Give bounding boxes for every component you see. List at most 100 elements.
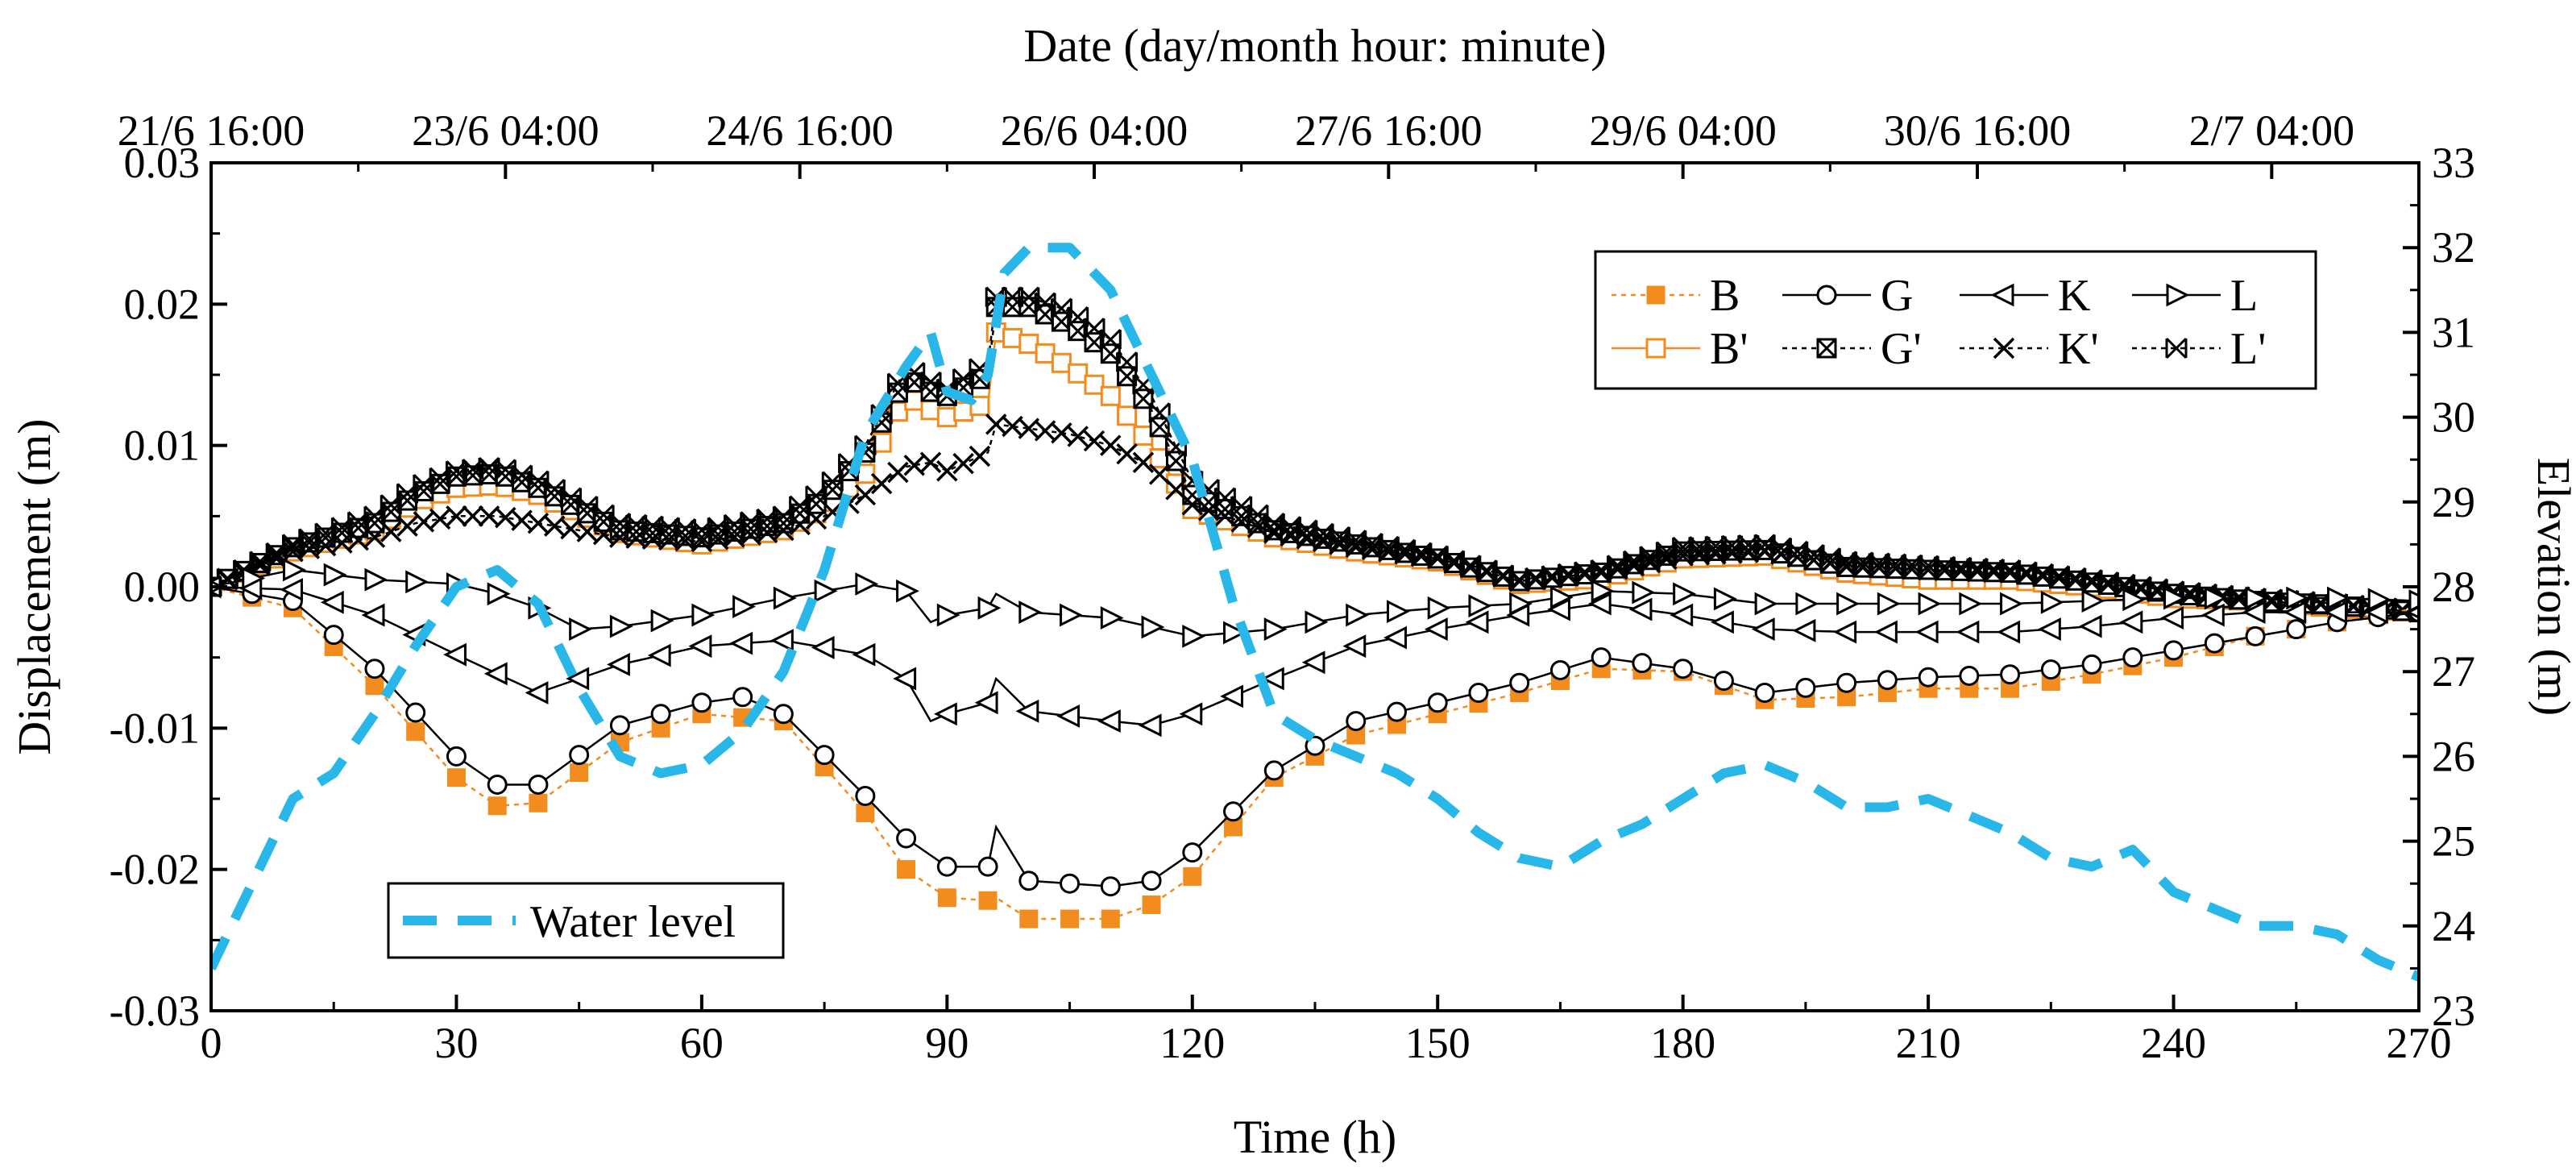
marker-k-prime bbox=[1116, 443, 1138, 465]
marker-k-prime bbox=[887, 461, 909, 484]
marker-l-prime bbox=[2146, 578, 2168, 600]
legend-entry-b: B bbox=[1612, 271, 1740, 321]
marker-g bbox=[1549, 659, 1570, 680]
marker-l-prime bbox=[2080, 569, 2103, 591]
marker-g bbox=[1754, 683, 1775, 703]
marker-g bbox=[609, 715, 630, 736]
marker-b bbox=[406, 722, 425, 742]
y2-tick-label: 29 bbox=[2432, 478, 2475, 526]
marker-b bbox=[487, 796, 507, 816]
marker-l-prime bbox=[1574, 561, 1596, 583]
marker-l-prime bbox=[2179, 581, 2201, 604]
marker-l bbox=[1754, 592, 1778, 616]
marker-g-prime bbox=[1149, 417, 1170, 438]
marker-l-prime bbox=[1230, 495, 1253, 517]
marker-b-prime bbox=[904, 390, 925, 411]
marker-k bbox=[1628, 597, 1653, 621]
legend-label-g: G bbox=[1881, 271, 1913, 321]
marker-l bbox=[1836, 592, 1860, 616]
marker-l-prime bbox=[1753, 534, 1776, 555]
marker-g bbox=[1591, 647, 1612, 668]
marker-l-prime bbox=[592, 504, 615, 526]
marker-l bbox=[1632, 580, 1656, 605]
marker-l bbox=[405, 570, 429, 594]
marker-l-prime bbox=[1443, 550, 1466, 571]
marker-b-prime bbox=[1068, 363, 1089, 384]
marker-l-prime bbox=[838, 453, 861, 475]
marker-l bbox=[936, 603, 960, 627]
marker-g bbox=[323, 625, 344, 646]
marker-g bbox=[1263, 760, 1284, 781]
marker-l bbox=[1060, 603, 1083, 627]
legend-label-l: L bbox=[2230, 271, 2258, 321]
marker-k bbox=[1670, 603, 1694, 627]
marker-g bbox=[1713, 671, 1734, 692]
marker-g bbox=[1632, 653, 1653, 674]
marker-l-prime bbox=[886, 372, 909, 394]
y2-tick-label: 33 bbox=[2432, 139, 2475, 187]
marker-l-prime bbox=[1819, 547, 1841, 569]
marker-b-prime bbox=[1002, 327, 1023, 348]
marker-l bbox=[1386, 600, 1410, 624]
axes-layer: 0 30 60 90 120 150 180 210 240 270 -0.03 -0.02 -0.01… bbox=[8, 19, 2576, 1163]
marker-l-prime bbox=[1933, 555, 1956, 577]
marker-k bbox=[2283, 600, 2307, 624]
marker-l bbox=[650, 609, 674, 633]
marker-k bbox=[2160, 606, 2184, 630]
marker-l-prime bbox=[1213, 487, 1236, 509]
marker-l bbox=[1018, 600, 1043, 624]
legend-entry-l-prime: L' bbox=[2132, 324, 2266, 374]
marker-l-prime bbox=[1410, 542, 1433, 563]
legend-layer: B G K L B' G' K' L' Water level bbox=[387, 250, 2317, 959]
x-tick-label: 60 bbox=[680, 1019, 724, 1067]
marker-l-prime bbox=[740, 511, 762, 533]
marker-l-prime bbox=[1558, 563, 1580, 584]
marker-l-prime bbox=[1541, 565, 1563, 587]
marker-l-prime bbox=[1590, 559, 1612, 581]
marker-l-prime bbox=[1018, 286, 1040, 308]
marker-k-prime bbox=[969, 445, 991, 467]
marker-l bbox=[1263, 617, 1288, 642]
marker-l bbox=[1918, 592, 1942, 616]
marker-l-prime bbox=[2293, 591, 2316, 613]
marker-g bbox=[1386, 701, 1407, 722]
marker-l-prime bbox=[1263, 513, 1285, 534]
y2-axis-title: Elevation (m) bbox=[2528, 458, 2576, 717]
y-axis-title: Displacement (m) bbox=[8, 418, 60, 754]
marker-l bbox=[2204, 586, 2228, 610]
x-axis-title: Time (h) bbox=[1234, 1111, 1397, 1163]
marker-g bbox=[528, 774, 549, 795]
marker-l-prime bbox=[1247, 504, 1269, 526]
marker-l-prime bbox=[2113, 573, 2136, 595]
marker-g bbox=[446, 746, 467, 767]
marker-g bbox=[1223, 801, 1244, 822]
marker-l-prime bbox=[494, 459, 516, 480]
marker-l bbox=[814, 579, 838, 603]
marker-k bbox=[1056, 704, 1081, 728]
marker-g bbox=[1468, 683, 1489, 703]
marker-l-prime bbox=[1394, 538, 1417, 560]
x-tick-label: 30 bbox=[434, 1019, 478, 1067]
marker-l bbox=[2367, 588, 2391, 612]
marker-l bbox=[1346, 603, 1370, 627]
marker-b-prime bbox=[1035, 343, 1056, 364]
marker-l-prime bbox=[1083, 318, 1105, 339]
marker-b-prime bbox=[936, 407, 957, 428]
marker-l-prime bbox=[2391, 598, 2414, 621]
series-k bbox=[211, 575, 2419, 738]
marker-l-prime bbox=[805, 485, 828, 507]
marker-l-prime bbox=[1966, 557, 1989, 579]
marker-k-prime bbox=[1100, 434, 1122, 456]
marker-k bbox=[1342, 634, 1367, 659]
marker-k bbox=[483, 662, 508, 686]
marker-l-prime bbox=[1148, 402, 1171, 424]
marker-k bbox=[729, 631, 753, 655]
marker-k bbox=[893, 667, 917, 691]
legend-entry-g: G bbox=[1782, 271, 1913, 321]
legend-box bbox=[1594, 250, 2317, 390]
marker-l-prime bbox=[216, 567, 239, 589]
marker-g-prime bbox=[1165, 451, 1186, 472]
marker-b-prime bbox=[1051, 352, 1072, 373]
legend-water-box bbox=[387, 882, 785, 959]
y-tick-label: -0.03 bbox=[110, 987, 200, 1035]
